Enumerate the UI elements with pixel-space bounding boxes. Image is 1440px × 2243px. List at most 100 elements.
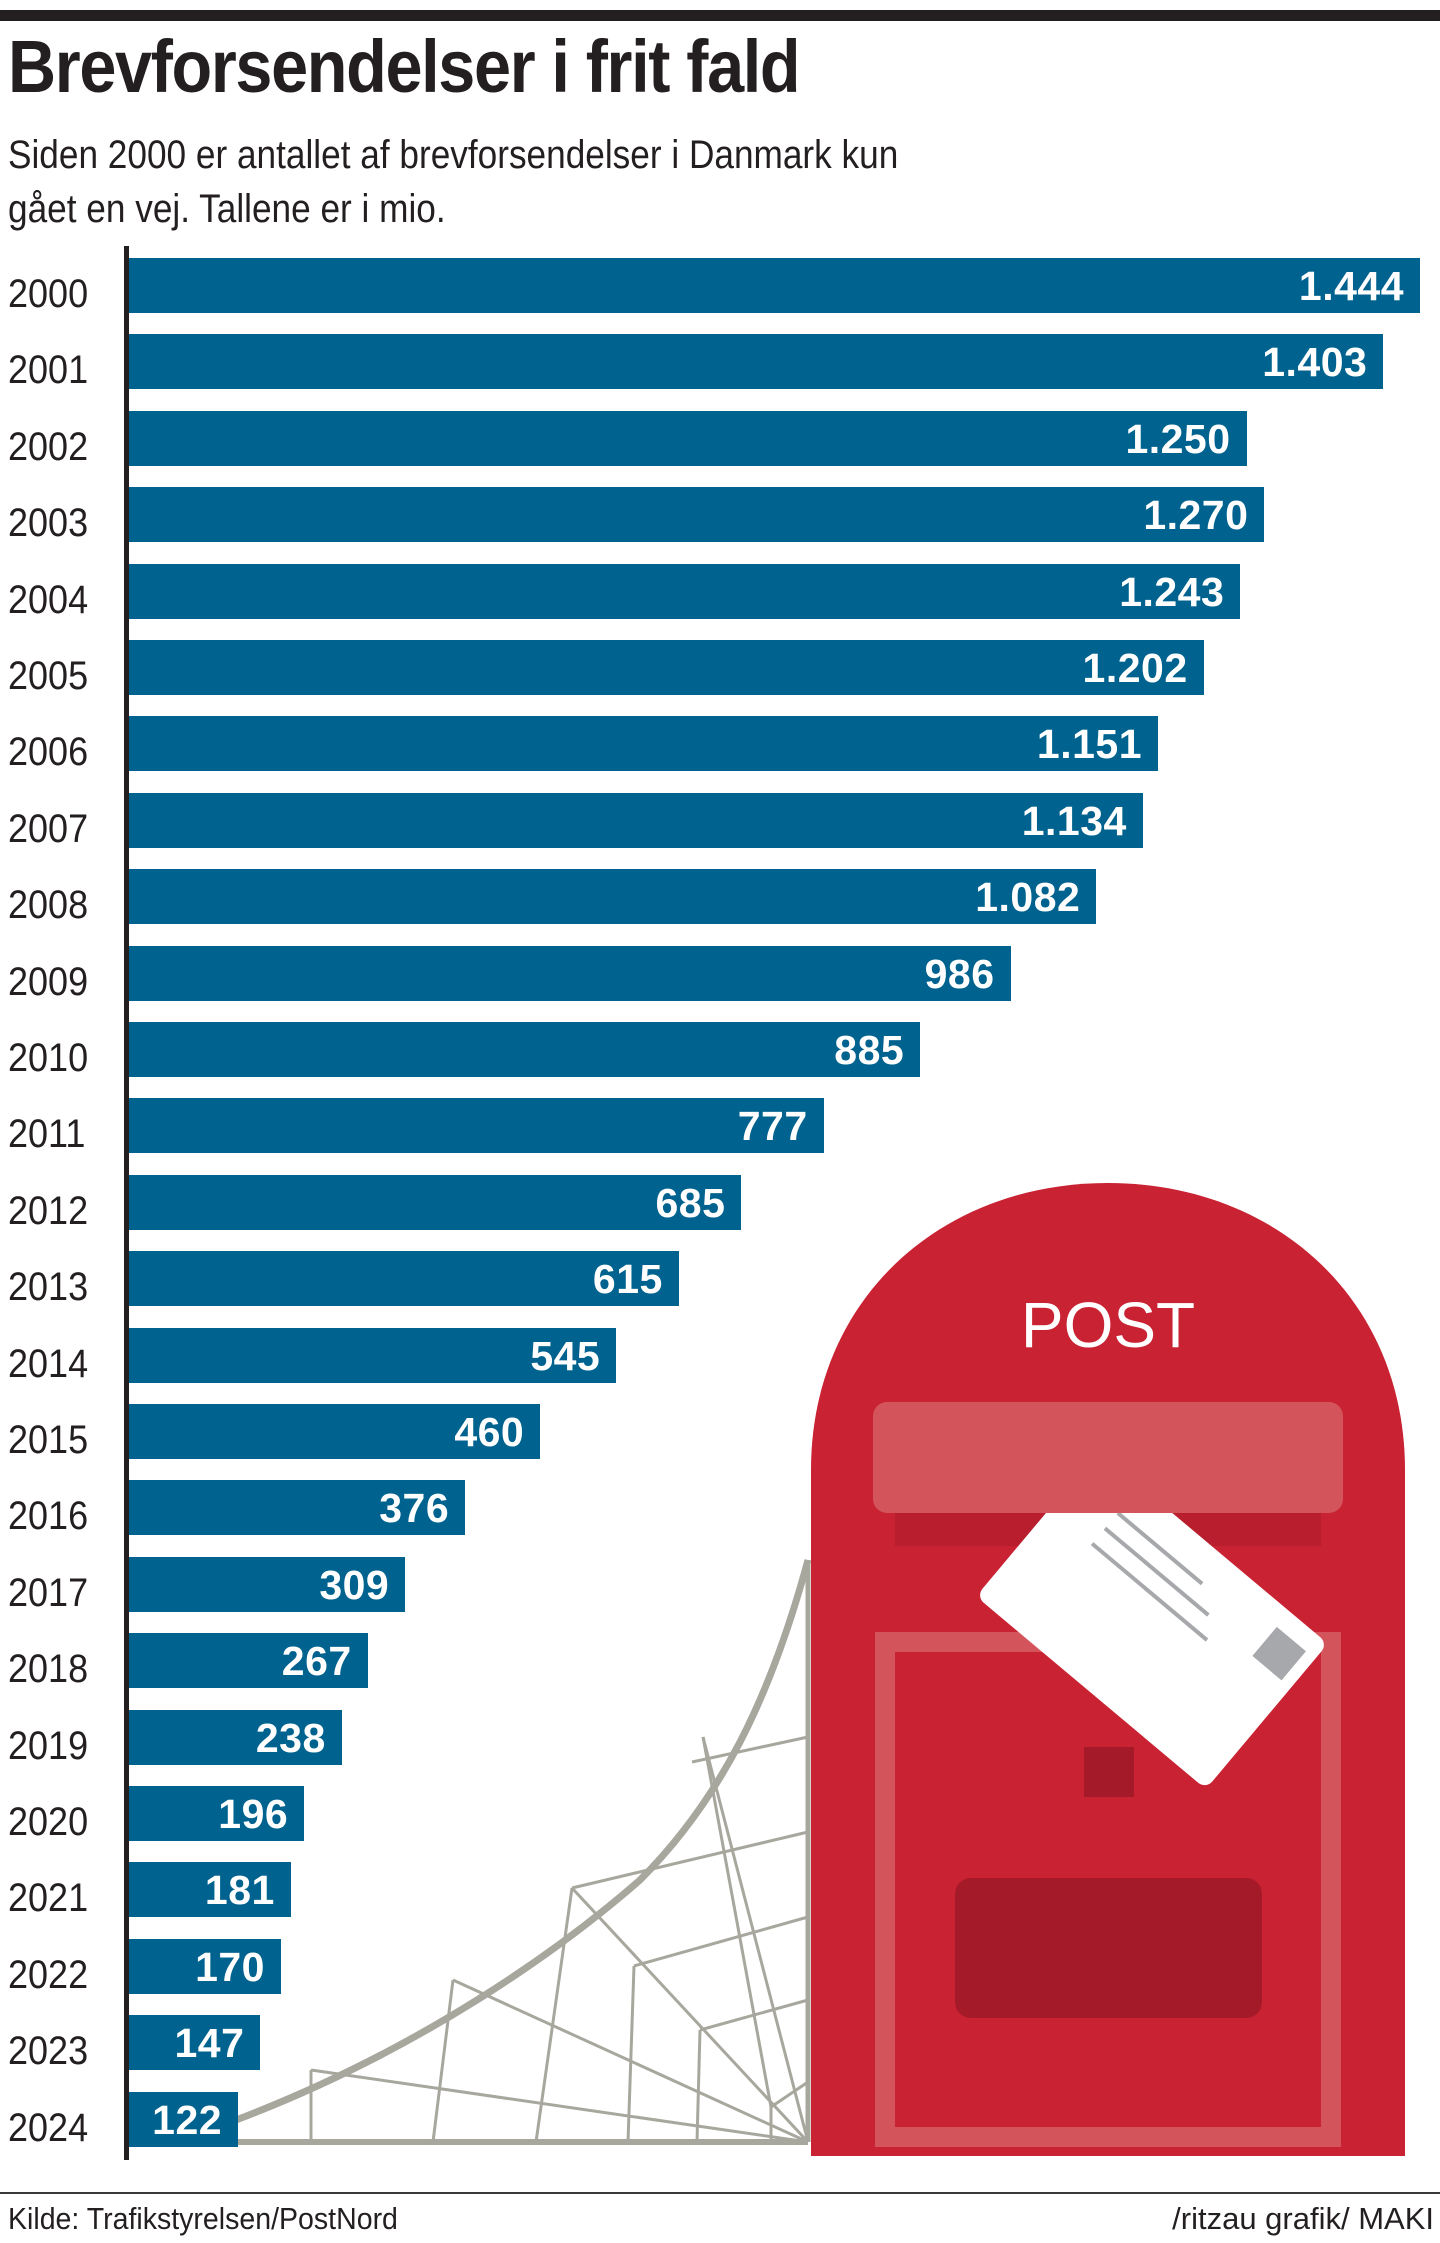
bar: 376 [129, 1480, 466, 1536]
bar-value-label: 1.270 [1143, 492, 1249, 539]
year-label: 2018 [8, 1647, 89, 1692]
bar-value-label: 181 [204, 1867, 275, 1914]
bar-value-label: 267 [281, 1638, 352, 1685]
year-label: 2019 [8, 1723, 89, 1768]
bar-row-2015: 2015 460 [0, 1404, 1440, 1462]
bar-row-2021: 2021 181 [0, 1862, 1440, 1921]
bar: 615 [129, 1251, 679, 1307]
bar-row-2019: 2019 238 [0, 1709, 1440, 1768]
year-label: 2000 [8, 272, 89, 316]
bar-row-2004: 2004 1.243 [0, 563, 1440, 622]
year-label: 2001 [8, 348, 89, 393]
bar-value-label: 1.134 [1021, 797, 1127, 844]
bar: 267 [129, 1633, 368, 1689]
bar-value-label: 1.151 [1036, 721, 1143, 768]
subtitle-line-1: Siden 2000 er antallet af brevforsendels… [8, 133, 899, 177]
year-label: 2020 [8, 1800, 89, 1844]
bar: 147 [129, 2015, 261, 2071]
bar-row-2013: 2013 615 [0, 1251, 1440, 1309]
bar-value-label: 685 [655, 1179, 726, 1226]
year-label: 2002 [8, 424, 89, 469]
year-label: 2015 [8, 1418, 89, 1462]
year-label: 2007 [8, 806, 89, 851]
footer-divider [0, 2192, 1440, 2194]
bar-value-label: 777 [737, 1103, 808, 1150]
year-label: 2006 [8, 730, 89, 775]
source-note: Kilde: Trafikstyrelsen/PostNord [8, 2201, 398, 2236]
bar-row-2010: 2010 885 [0, 1022, 1440, 1080]
bar-value-label: 196 [218, 1791, 289, 1837]
year-label: 2023 [8, 2029, 89, 2074]
bar: 181 [129, 1862, 291, 1918]
bar-value-label: 986 [924, 950, 995, 997]
bar-value-label: 376 [379, 1485, 450, 1532]
bar: 1.270 [129, 487, 1265, 543]
bar-row-2017: 2017 309 [0, 1556, 1440, 1615]
bar-row-2020: 2020 196 [0, 1786, 1440, 1844]
bar-value-label: 545 [530, 1332, 601, 1379]
bar: 309 [129, 1556, 406, 1612]
year-label: 2004 [8, 577, 89, 622]
bar-value-label: 460 [454, 1409, 525, 1455]
bar-value-label: 147 [174, 2020, 245, 2067]
bar: 196 [129, 1786, 305, 1841]
bar-row-2007: 2007 1.134 [0, 792, 1440, 851]
bar-row-2024: 2024 122 [0, 2091, 1440, 2150]
year-label: 2014 [8, 1341, 89, 1386]
bar-value-label: 1.243 [1119, 568, 1225, 615]
bar-row-2000: 2000 1.444 [0, 258, 1440, 316]
bar: 460 [129, 1404, 541, 1459]
bar-row-2022: 2022 170 [0, 1938, 1440, 1997]
top-rule [0, 10, 1440, 21]
bar-value-label: 1.403 [1262, 339, 1368, 386]
bar-row-2018: 2018 267 [0, 1633, 1440, 1692]
bar-row-2001: 2001 1.403 [0, 334, 1440, 393]
bar-value-label: 1.202 [1082, 645, 1188, 691]
year-label: 2009 [8, 959, 89, 1004]
credit-note: /ritzau grafik/ MAKI [1172, 2201, 1434, 2236]
bar-value-label: 122 [152, 2096, 223, 2143]
year-label: 2021 [8, 1876, 89, 1921]
bar-value-label: 1.250 [1125, 415, 1231, 462]
bar: 1.243 [129, 563, 1241, 619]
bar-row-2016: 2016 376 [0, 1480, 1440, 1539]
year-label: 2022 [8, 1952, 89, 1997]
year-label: 2012 [8, 1188, 89, 1233]
bar: 986 [129, 945, 1011, 1001]
year-label: 2017 [8, 1570, 89, 1615]
year-label: 2003 [8, 501, 89, 546]
bar: 1.250 [129, 410, 1247, 466]
year-label: 2005 [8, 654, 89, 698]
bar: 885 [129, 1022, 921, 1077]
bar-row-2003: 2003 1.270 [0, 487, 1440, 546]
bar: 122 [129, 2091, 239, 2147]
subtitle-line-2: gået en vej. Tallene er i mio. [8, 187, 446, 231]
bar-value-label: 309 [319, 1561, 390, 1608]
bar-row-2011: 2011 777 [0, 1098, 1440, 1157]
bar: 1.444 [129, 258, 1420, 313]
bar: 685 [129, 1174, 742, 1230]
bar-row-2023: 2023 147 [0, 2015, 1440, 2074]
chart-title: Brevforsendelser i frit fald [8, 25, 801, 108]
bar-value-label: 170 [195, 1943, 265, 1990]
year-label: 2010 [8, 1036, 89, 1080]
chart-subtitle: Siden 2000 er antallet af brevforsendels… [8, 128, 1064, 236]
bar: 545 [129, 1327, 617, 1383]
year-label: 2016 [8, 1494, 89, 1539]
bar-value-label: 885 [834, 1027, 905, 1073]
bar: 777 [129, 1098, 824, 1154]
bar-value-label: 615 [592, 1256, 663, 1303]
bar-row-2008: 2008 1.082 [0, 869, 1440, 928]
bar-row-2006: 2006 1.151 [0, 716, 1440, 775]
bar-row-2012: 2012 685 [0, 1174, 1440, 1233]
bar-row-2009: 2009 986 [0, 945, 1440, 1004]
year-label: 2011 [8, 1112, 86, 1157]
bar: 1.202 [129, 640, 1204, 695]
bar-row-2002: 2002 1.250 [0, 410, 1440, 469]
year-label: 2024 [8, 2105, 89, 2150]
year-label: 2008 [8, 883, 89, 928]
bar-value-label: 238 [255, 1714, 326, 1761]
bar: 1.403 [129, 334, 1384, 390]
y-axis-line [124, 246, 129, 2160]
bar: 238 [129, 1709, 342, 1765]
